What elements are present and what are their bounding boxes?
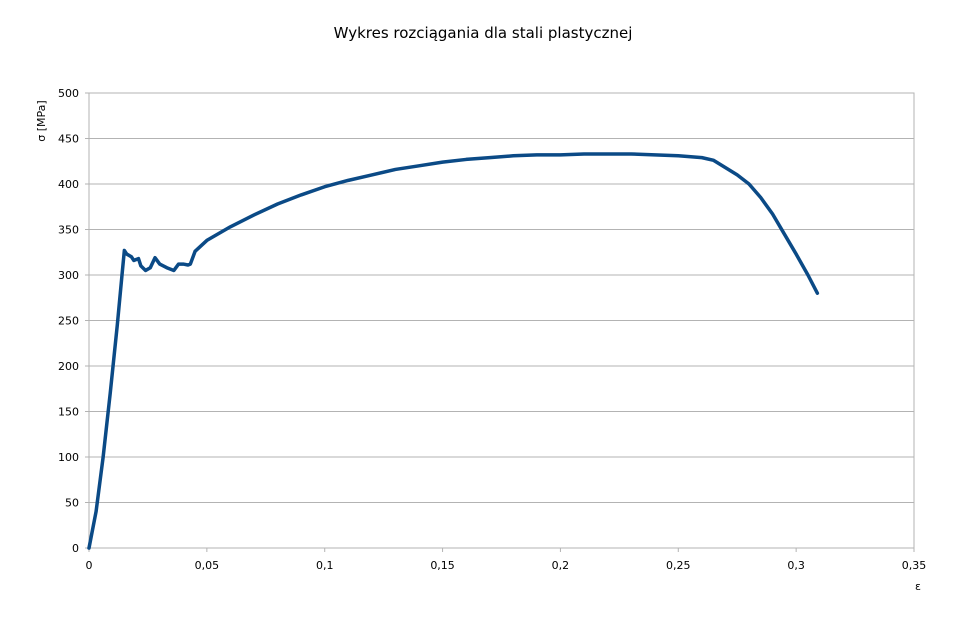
y-tick-label: 50 bbox=[65, 497, 79, 510]
x-tick-label: 0,25 bbox=[666, 559, 691, 572]
y-axis-ticks: 0 50 100 150 200 250 300 350 400 450 500 bbox=[58, 87, 89, 555]
y-tick-label: 0 bbox=[72, 542, 79, 555]
x-tick-label: 0,15 bbox=[430, 559, 455, 572]
x-tick-label: 0,35 bbox=[902, 559, 927, 572]
x-axis-ticks: 0 0,05 0,1 0,15 0,2 0,25 0,3 0,35 bbox=[86, 548, 927, 572]
x-tick-label: 0,2 bbox=[552, 559, 570, 572]
y-tick-label: 400 bbox=[58, 178, 79, 191]
y-tick-label: 300 bbox=[58, 269, 79, 282]
series-line bbox=[87, 152, 820, 550]
y-tick-label: 350 bbox=[58, 224, 79, 237]
y-tick-label: 500 bbox=[58, 87, 79, 100]
grid-lines bbox=[89, 138, 914, 503]
x-tick-label: 0 bbox=[86, 559, 93, 572]
x-tick-label: 0,05 bbox=[195, 559, 220, 572]
y-axis-label: σ [MPa] bbox=[35, 100, 48, 141]
y-tick-label: 450 bbox=[58, 133, 79, 146]
y-tick-label: 250 bbox=[58, 315, 79, 328]
series-layer bbox=[87, 152, 820, 550]
y-tick-label: 200 bbox=[58, 360, 79, 373]
x-tick-label: 0,3 bbox=[787, 559, 805, 572]
x-tick-label: 0,1 bbox=[316, 559, 334, 572]
chart-title: Wykres rozciągania dla stali plastycznej bbox=[334, 24, 633, 42]
y-tick-label: 100 bbox=[58, 451, 79, 464]
x-axis-label: ε bbox=[915, 580, 921, 593]
y-tick-label: 150 bbox=[58, 406, 79, 419]
